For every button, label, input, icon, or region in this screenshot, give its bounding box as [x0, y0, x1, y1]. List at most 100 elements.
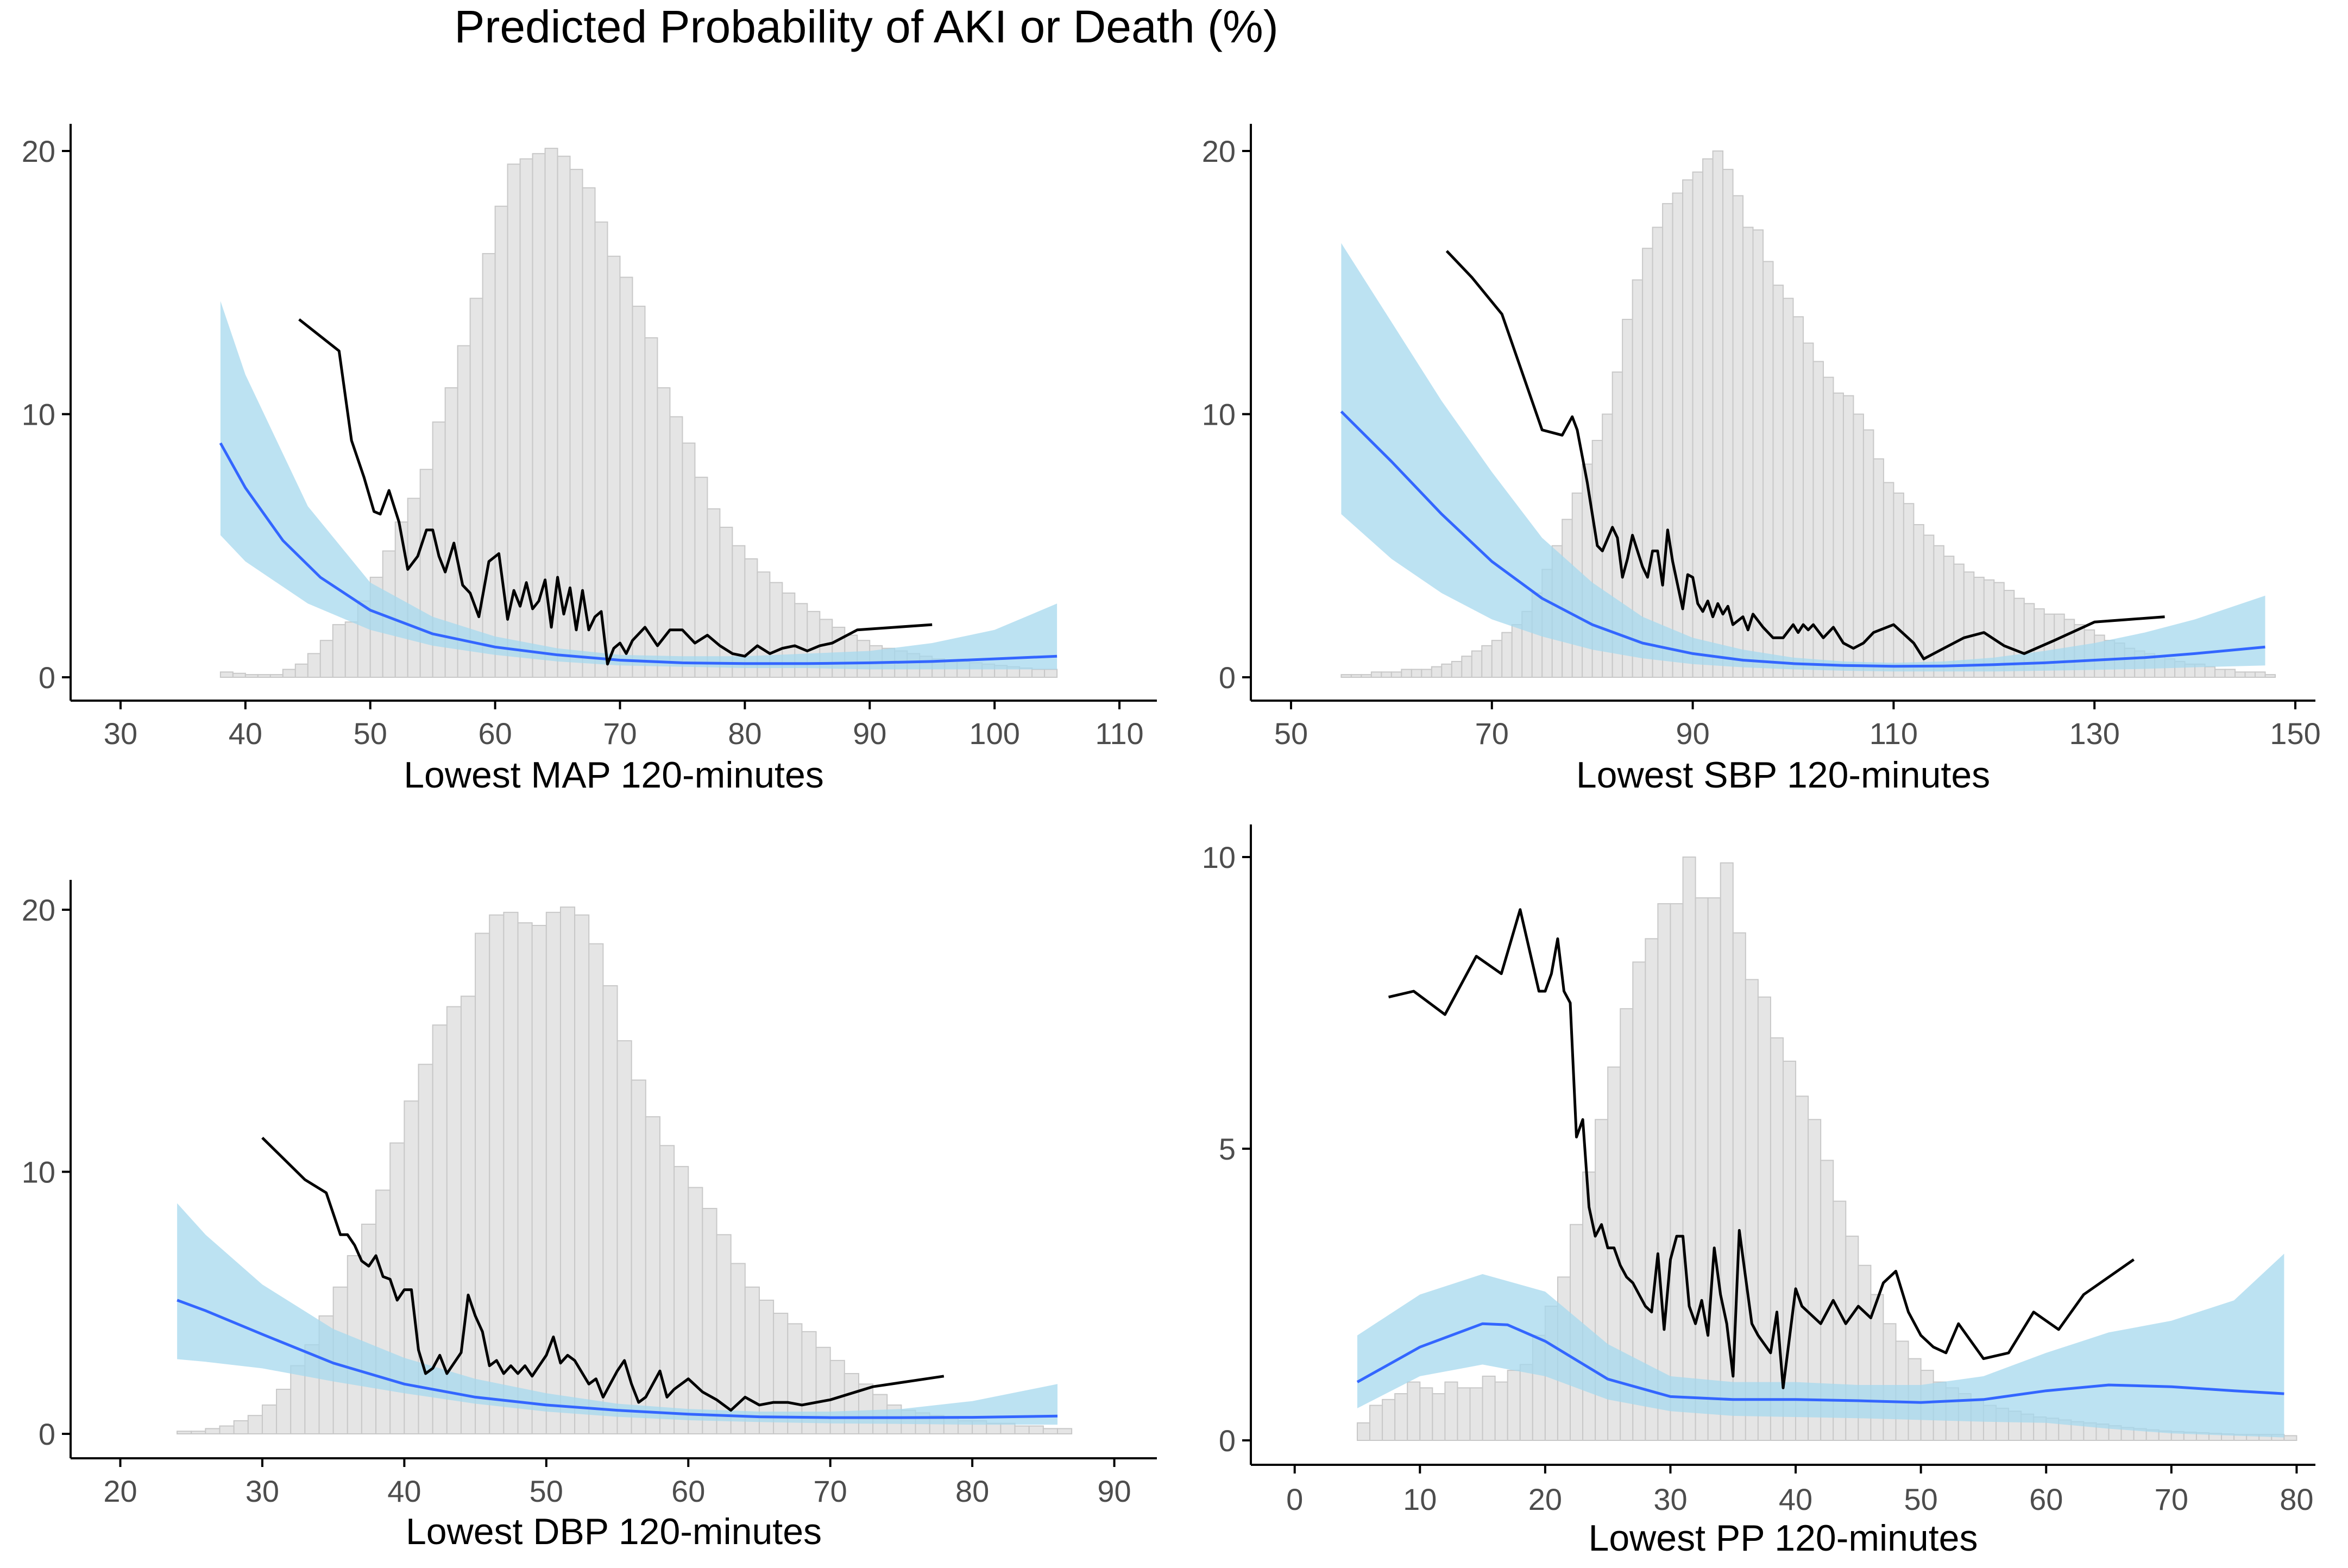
histogram-bar [1903, 503, 1915, 678]
histogram-bar [819, 619, 833, 678]
histogram-bar [1853, 413, 1864, 678]
histogram-bar [469, 298, 483, 678]
histogram [219, 148, 1058, 678]
x-tick-label: 90 [853, 716, 886, 751]
x-tick-label: 70 [1475, 716, 1509, 751]
histogram-bar [276, 1388, 292, 1434]
panel-1: 0 10 20 30 40 50 60 70 80 90 100 110 Lowest MAP 120-… [22, 124, 1157, 796]
histogram-bar [669, 416, 683, 678]
histogram-bar [1519, 1364, 1533, 1441]
histogram-bar [1044, 669, 1058, 678]
histogram-bar [1491, 640, 1503, 678]
histogram-bar [290, 1365, 306, 1435]
histogram-bar [1407, 1381, 1421, 1441]
histogram-bar [219, 671, 234, 678]
histogram-bar [205, 1428, 221, 1435]
histogram-bar [1357, 1422, 1371, 1441]
histogram-bar [858, 1383, 874, 1435]
histogram-bar [247, 1415, 263, 1434]
histogram-bar [588, 943, 604, 1434]
histogram-bar [1943, 556, 1955, 678]
x-tick-label: 90 [1097, 1474, 1131, 1508]
histogram-bar [446, 1006, 462, 1434]
histogram-bar [1469, 1387, 1483, 1441]
histogram-bar [1883, 1323, 1897, 1441]
histogram-bar [261, 1404, 278, 1434]
y-tick-label: 10 [22, 398, 55, 432]
x-tick-label: 60 [671, 1474, 705, 1508]
observed-line [1445, 250, 2165, 660]
histogram-bar [1682, 857, 1696, 1441]
histogram-bar [1702, 158, 1714, 678]
histogram-bar [531, 924, 547, 1434]
x-tick-label: 50 [1274, 716, 1308, 751]
histogram-bar [758, 1299, 775, 1434]
histogram-bar [986, 1422, 1002, 1434]
confidence-band [1341, 243, 2265, 672]
histogram-bar [1381, 671, 1392, 678]
histogram-bar [1444, 1381, 1458, 1441]
x-tick-label: 70 [814, 1474, 847, 1508]
observed-line [1388, 908, 2135, 1389]
histogram-bar [594, 221, 608, 678]
histogram-bar [1411, 669, 1422, 678]
figure-title: Predicted Probability of AKI or Death (%… [454, 1, 1278, 52]
y-tick-label: 5 [1219, 1132, 1236, 1166]
panel-4: 0 5 10 0 10 20 30 40 50 60 70 80 Lowest PP 120-minut… [1202, 824, 2315, 1559]
histogram-bar [219, 1425, 235, 1435]
histogram-bar [282, 669, 296, 678]
histogram-bar [1350, 674, 1362, 678]
histogram-bar [1390, 671, 1402, 678]
histogram-bar [1657, 903, 1671, 1441]
histogram-bar [1361, 674, 1372, 678]
histogram-bar [843, 1373, 859, 1435]
histogram-bar [688, 1187, 703, 1434]
histogram-bar [1042, 1428, 1058, 1435]
x-tick-label: 70 [2155, 1482, 2188, 1516]
y-tick-label: 20 [22, 134, 55, 168]
histogram-bar [1432, 1393, 1446, 1441]
histogram-bar [1471, 650, 1483, 678]
histogram-bar [2264, 674, 2276, 678]
histogram-bar [294, 663, 309, 678]
histogram-bar [645, 1116, 660, 1434]
histogram-bar [574, 914, 590, 1434]
x-tick-label: 110 [1869, 716, 1918, 751]
histogram-bar [1019, 667, 1033, 678]
histogram-bar [2234, 671, 2246, 678]
histogram-bar [1772, 285, 1784, 678]
histogram-bar [1370, 671, 1382, 678]
fitted-line [1356, 1322, 2284, 1404]
histogram-bar [744, 1286, 760, 1435]
x-tick-label: 50 [354, 716, 387, 751]
histogram-bar [1382, 1399, 1396, 1441]
x-tick-label: 20 [103, 1474, 137, 1508]
histogram-bar [482, 253, 496, 678]
histogram-bar [1757, 996, 1771, 1441]
observed-line [261, 1137, 945, 1412]
histogram-bar [1441, 663, 1452, 678]
x-tick-label: 70 [603, 716, 637, 751]
x-tick-label: 150 [2270, 716, 2320, 751]
y-tick-label: 10 [22, 1155, 55, 1189]
y-tick-label: 20 [1202, 134, 1236, 168]
x-tick-label: 50 [530, 1474, 563, 1508]
x-tick-label: 10 [1403, 1482, 1437, 1516]
histogram-bar [1494, 1381, 1508, 1441]
histogram-bar [1842, 395, 1854, 678]
histogram-bar [1401, 669, 1412, 678]
histogram-bar [607, 255, 621, 678]
histogram-bar [232, 672, 246, 678]
histogram-bar [1421, 669, 1432, 678]
histogram-bar [2283, 1435, 2297, 1441]
x-tick-label: 30 [245, 1474, 279, 1508]
histogram-bar [1000, 1422, 1016, 1434]
histogram-bar [1712, 150, 1724, 678]
x-tick-label: 60 [478, 716, 512, 751]
y-tick-label: 0 [1219, 1424, 1236, 1458]
histogram-bar [1670, 903, 1684, 1441]
histogram-bar [1394, 1393, 1408, 1441]
histogram-bar [1652, 226, 1664, 678]
x-tick-label: 0 [1286, 1482, 1303, 1516]
